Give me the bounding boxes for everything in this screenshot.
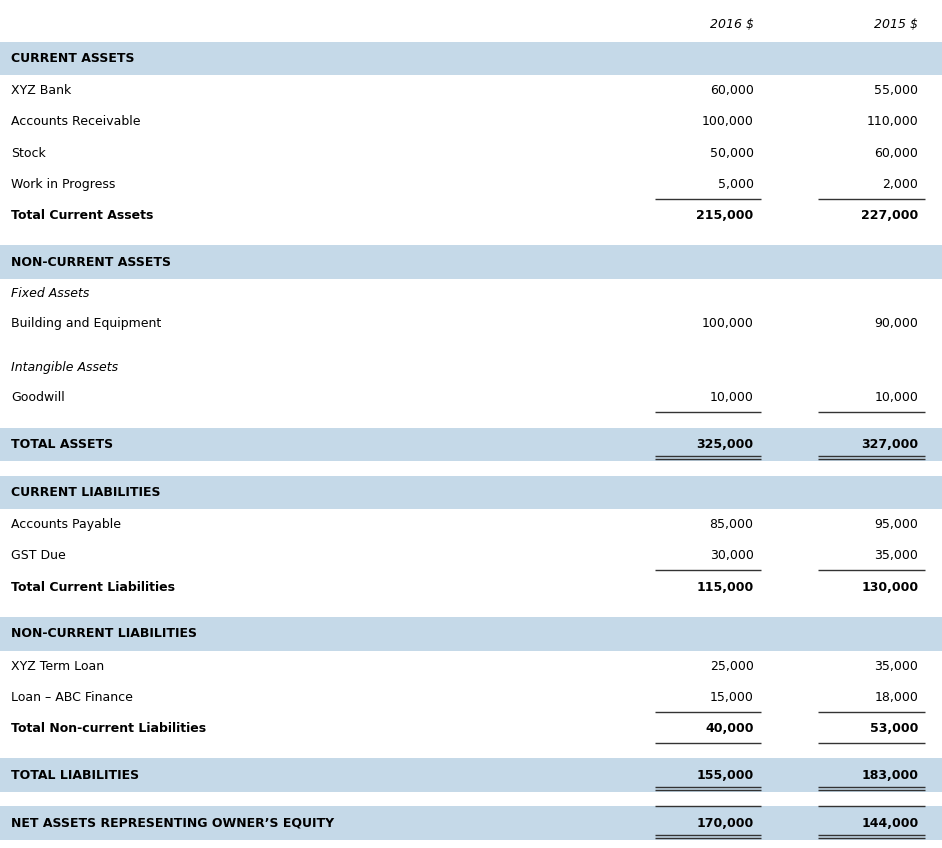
Text: 60,000: 60,000 xyxy=(709,84,754,98)
Text: Building and Equipment: Building and Equipment xyxy=(11,317,162,330)
Text: 170,000: 170,000 xyxy=(696,817,754,829)
Text: 35,000: 35,000 xyxy=(874,660,918,672)
Bar xyxy=(0,245,942,279)
Text: XYZ Term Loan: XYZ Term Loan xyxy=(11,660,105,672)
Bar xyxy=(0,617,942,650)
Text: 50,000: 50,000 xyxy=(709,147,754,159)
Text: GST Due: GST Due xyxy=(11,550,66,562)
Text: 2,000: 2,000 xyxy=(883,178,918,191)
Bar xyxy=(0,42,942,75)
Text: 183,000: 183,000 xyxy=(861,769,918,782)
Text: 215,000: 215,000 xyxy=(696,209,754,222)
Text: 30,000: 30,000 xyxy=(709,550,754,562)
Bar xyxy=(0,758,942,792)
Text: 60,000: 60,000 xyxy=(874,147,918,159)
Text: 100,000: 100,000 xyxy=(702,115,754,128)
Text: 110,000: 110,000 xyxy=(867,115,918,128)
Text: CURRENT LIABILITIES: CURRENT LIABILITIES xyxy=(11,486,161,499)
Text: Loan – ABC Finance: Loan – ABC Finance xyxy=(11,691,133,704)
Text: XYZ Bank: XYZ Bank xyxy=(11,84,72,98)
Text: Accounts Receivable: Accounts Receivable xyxy=(11,115,140,128)
Text: 155,000: 155,000 xyxy=(696,769,754,782)
Text: 10,000: 10,000 xyxy=(874,391,918,404)
Bar xyxy=(0,806,942,840)
Text: 53,000: 53,000 xyxy=(870,722,918,735)
Text: 95,000: 95,000 xyxy=(874,518,918,531)
Text: 115,000: 115,000 xyxy=(696,581,754,594)
Text: 55,000: 55,000 xyxy=(874,84,918,98)
Text: TOTAL ASSETS: TOTAL ASSETS xyxy=(11,438,113,451)
Text: TOTAL LIABILITIES: TOTAL LIABILITIES xyxy=(11,769,139,782)
Text: 85,000: 85,000 xyxy=(709,518,754,531)
Text: Goodwill: Goodwill xyxy=(11,391,65,404)
Bar xyxy=(0,427,942,461)
Text: 2016 $: 2016 $ xyxy=(709,19,754,31)
Text: 25,000: 25,000 xyxy=(709,660,754,672)
Text: 15,000: 15,000 xyxy=(709,691,754,704)
Text: 327,000: 327,000 xyxy=(861,438,918,451)
Text: Accounts Payable: Accounts Payable xyxy=(11,518,122,531)
Text: 144,000: 144,000 xyxy=(861,817,918,829)
Text: CURRENT ASSETS: CURRENT ASSETS xyxy=(11,52,135,64)
Text: Total Non-current Liabilities: Total Non-current Liabilities xyxy=(11,722,206,735)
Text: NON-CURRENT LIABILITIES: NON-CURRENT LIABILITIES xyxy=(11,628,197,640)
Text: 100,000: 100,000 xyxy=(702,317,754,330)
Text: 227,000: 227,000 xyxy=(861,209,918,222)
Text: 10,000: 10,000 xyxy=(709,391,754,404)
Text: 2015 $: 2015 $ xyxy=(874,19,918,31)
Text: Total Current Assets: Total Current Assets xyxy=(11,209,154,222)
Text: 18,000: 18,000 xyxy=(874,691,918,704)
Text: 40,000: 40,000 xyxy=(706,722,754,735)
Text: 325,000: 325,000 xyxy=(696,438,754,451)
Text: Fixed Assets: Fixed Assets xyxy=(11,287,89,300)
Text: NET ASSETS REPRESENTING OWNER’S EQUITY: NET ASSETS REPRESENTING OWNER’S EQUITY xyxy=(11,817,334,829)
Text: Intangible Assets: Intangible Assets xyxy=(11,361,119,374)
Text: 5,000: 5,000 xyxy=(718,178,754,191)
Text: 130,000: 130,000 xyxy=(861,581,918,594)
Text: Stock: Stock xyxy=(11,147,46,159)
Text: 90,000: 90,000 xyxy=(874,317,918,330)
Text: NON-CURRENT ASSETS: NON-CURRENT ASSETS xyxy=(11,255,171,269)
Text: Work in Progress: Work in Progress xyxy=(11,178,116,191)
Text: 35,000: 35,000 xyxy=(874,550,918,562)
Text: Total Current Liabilities: Total Current Liabilities xyxy=(11,581,175,594)
Bar xyxy=(0,476,942,509)
